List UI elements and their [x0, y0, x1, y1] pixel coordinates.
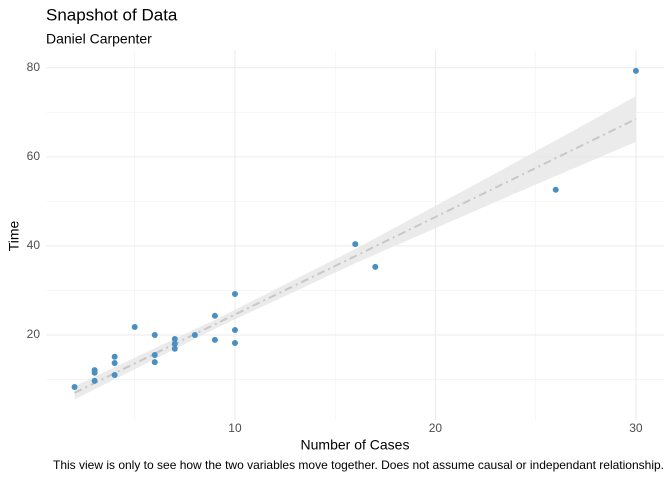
point — [151, 351, 158, 358]
confidence-band — [74, 96, 636, 400]
point — [151, 359, 158, 366]
point — [151, 331, 158, 338]
point — [372, 263, 379, 270]
y-axis-title: Time — [6, 220, 22, 251]
point — [171, 345, 178, 352]
point — [91, 369, 98, 376]
point — [91, 377, 98, 384]
x-tick-label: 10 — [228, 421, 242, 435]
point — [231, 339, 238, 346]
point — [352, 241, 359, 248]
point — [71, 384, 78, 391]
y-tick-label: 40 — [27, 238, 41, 252]
chart-title: Snapshot of Data — [46, 5, 178, 24]
point — [552, 186, 559, 193]
point — [131, 323, 138, 330]
chart-subtitle: Daniel Carpenter — [46, 31, 152, 47]
point — [111, 353, 118, 360]
point — [171, 340, 178, 347]
point — [231, 327, 238, 334]
y-tick-label: 20 — [27, 327, 41, 341]
point — [191, 331, 198, 338]
y-tick-label: 60 — [27, 149, 41, 163]
y-tick-label: 80 — [27, 60, 41, 74]
point — [111, 360, 118, 367]
point — [111, 372, 118, 379]
point — [171, 335, 178, 342]
point — [211, 312, 218, 319]
point — [632, 67, 639, 74]
point — [211, 336, 218, 343]
caption: This view is only to see how the two var… — [53, 458, 664, 472]
x-tick-label: 30 — [629, 421, 643, 435]
point — [231, 290, 238, 297]
trend-line — [74, 118, 637, 394]
x-tick-label: 20 — [429, 421, 443, 435]
x-axis-title: Number of Cases — [301, 437, 410, 453]
